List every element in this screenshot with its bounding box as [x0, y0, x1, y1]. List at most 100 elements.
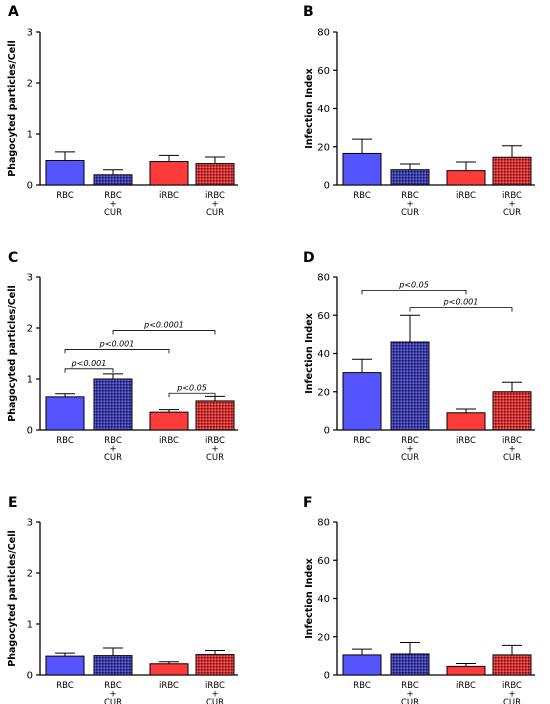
bar-1 [342, 152, 382, 186]
y-tick-label: 40 [317, 594, 330, 605]
y-tick-label: 60 [317, 66, 330, 77]
panel-letter: A [8, 4, 19, 20]
bar-4 [195, 163, 235, 186]
y-axis-label: Phagocyted particles/Cell [7, 530, 18, 666]
panel-d: D Infection Index 0 20 40 60 80 RBC RBC + CUR iRBC i… [303, 250, 535, 463]
y-tick-label: 80 [317, 518, 330, 529]
category-label: iRBC [159, 191, 179, 201]
bar-3 [446, 412, 486, 431]
bar-1 [45, 396, 85, 431]
bar-3 [149, 411, 189, 431]
bar-4 [492, 654, 532, 676]
y-tick-label: 3 [27, 273, 33, 284]
significance-bracket [112, 330, 216, 335]
significance-label: p<0.001 [443, 298, 479, 307]
panel-letter: B [303, 4, 314, 20]
y-tick-label: 0 [324, 671, 330, 682]
category-label: RBC [353, 436, 371, 446]
category-label: iRBC [456, 436, 476, 446]
y-tick-label: 0 [27, 181, 33, 192]
y-tick-label: 0 [27, 671, 33, 682]
category-label: RBC [56, 191, 74, 201]
panel-a: A Phagocyted particles/Cell 0 1 2 3 RBC RBC + CUR… [7, 4, 238, 218]
panel-e: E Phagocyted particles/Cell 0 1 2 3 RBC RBC + CUR… [7, 495, 238, 704]
significance-bracket [64, 349, 170, 354]
y-tick-label: 2 [27, 324, 33, 335]
category-label: iRBC [159, 681, 179, 691]
bar-2 [390, 341, 430, 431]
bar-3 [446, 170, 486, 186]
y-tick-label: 60 [317, 311, 330, 322]
bar-1 [342, 372, 382, 431]
y-axis-label: Infection Index [304, 68, 315, 149]
category-label: RBC [56, 436, 74, 446]
y-axis-label: Phagocyted particles/Cell [7, 40, 18, 176]
bar-3 [149, 663, 189, 676]
panel-c: C Phagocyted particles/Cell 0 1 2 3 RBC RBC + CUR… [7, 250, 238, 463]
bar-4 [492, 391, 532, 431]
bar-2 [93, 378, 133, 431]
category-label: iRBC + CUR [205, 191, 225, 218]
category-label: iRBC + CUR [502, 681, 522, 704]
bar-4 [195, 654, 235, 676]
significance-label: p<0.001 [99, 339, 135, 348]
category-label: iRBC + CUR [205, 681, 225, 704]
bar-2 [390, 169, 430, 186]
panel-letter: F [303, 495, 313, 511]
category-label: RBC + CUR [104, 436, 122, 463]
y-tick-label: 80 [317, 273, 330, 284]
panel-f: F Infection Index 0 20 40 60 80 RBC RBC + CUR iRBC i… [303, 495, 535, 704]
bar-3 [149, 161, 189, 186]
category-label: RBC [56, 681, 74, 691]
category-label: iRBC [456, 681, 476, 691]
y-tick-label: 0 [324, 426, 330, 437]
bar-1 [45, 160, 85, 186]
y-tick-label: 1 [27, 620, 33, 631]
panel-letter: E [8, 495, 18, 511]
y-tick-label: 3 [27, 518, 33, 529]
significance-bracket [64, 368, 114, 373]
y-tick-label: 1 [27, 130, 33, 141]
y-tick-label: 3 [27, 28, 33, 39]
category-label: RBC + CUR [401, 191, 419, 218]
bar-2 [93, 174, 133, 186]
category-label: RBC + CUR [104, 681, 122, 704]
bar-2 [93, 655, 133, 676]
panel-b: B Infection Index 0 20 40 60 80 RBC RBC + CUR iRBC i… [303, 4, 535, 218]
y-tick-label: 40 [317, 349, 330, 360]
y-tick-label: 80 [317, 28, 330, 39]
bar-4 [492, 156, 532, 186]
panel-letter: C [8, 250, 18, 266]
y-tick-label: 20 [317, 142, 330, 153]
category-label: RBC + CUR [104, 191, 122, 218]
significance-bracket [168, 392, 216, 398]
bar-1 [45, 655, 85, 676]
category-label: iRBC + CUR [502, 191, 522, 218]
category-label: iRBC [456, 191, 476, 201]
y-tick-label: 40 [317, 104, 330, 115]
y-tick-label: 2 [27, 79, 33, 90]
significance-label: p<0.05 [176, 383, 207, 392]
y-tick-label: 1 [27, 375, 33, 386]
y-tick-label: 20 [317, 387, 330, 398]
y-tick-label: 0 [27, 426, 33, 437]
bar-2 [390, 653, 430, 676]
significance-label: p<0.05 [398, 280, 429, 289]
panel-letter: D [303, 250, 315, 266]
y-tick-label: 20 [317, 632, 330, 643]
category-label: iRBC + CUR [502, 436, 522, 463]
significance-bracket [361, 289, 467, 295]
category-label: RBC [353, 681, 371, 691]
category-label: iRBC [159, 436, 179, 446]
significance-bracket [409, 307, 513, 312]
bar-3 [446, 665, 486, 676]
category-label: RBC + CUR [401, 681, 419, 704]
y-tick-label: 0 [324, 181, 330, 192]
y-axis-label: Infection Index [304, 558, 315, 639]
significance-label: p<0.001 [71, 359, 107, 368]
category-label: RBC + CUR [401, 436, 419, 463]
bar-1 [342, 654, 382, 676]
category-label: iRBC + CUR [205, 436, 225, 463]
bar-4 [195, 400, 235, 431]
